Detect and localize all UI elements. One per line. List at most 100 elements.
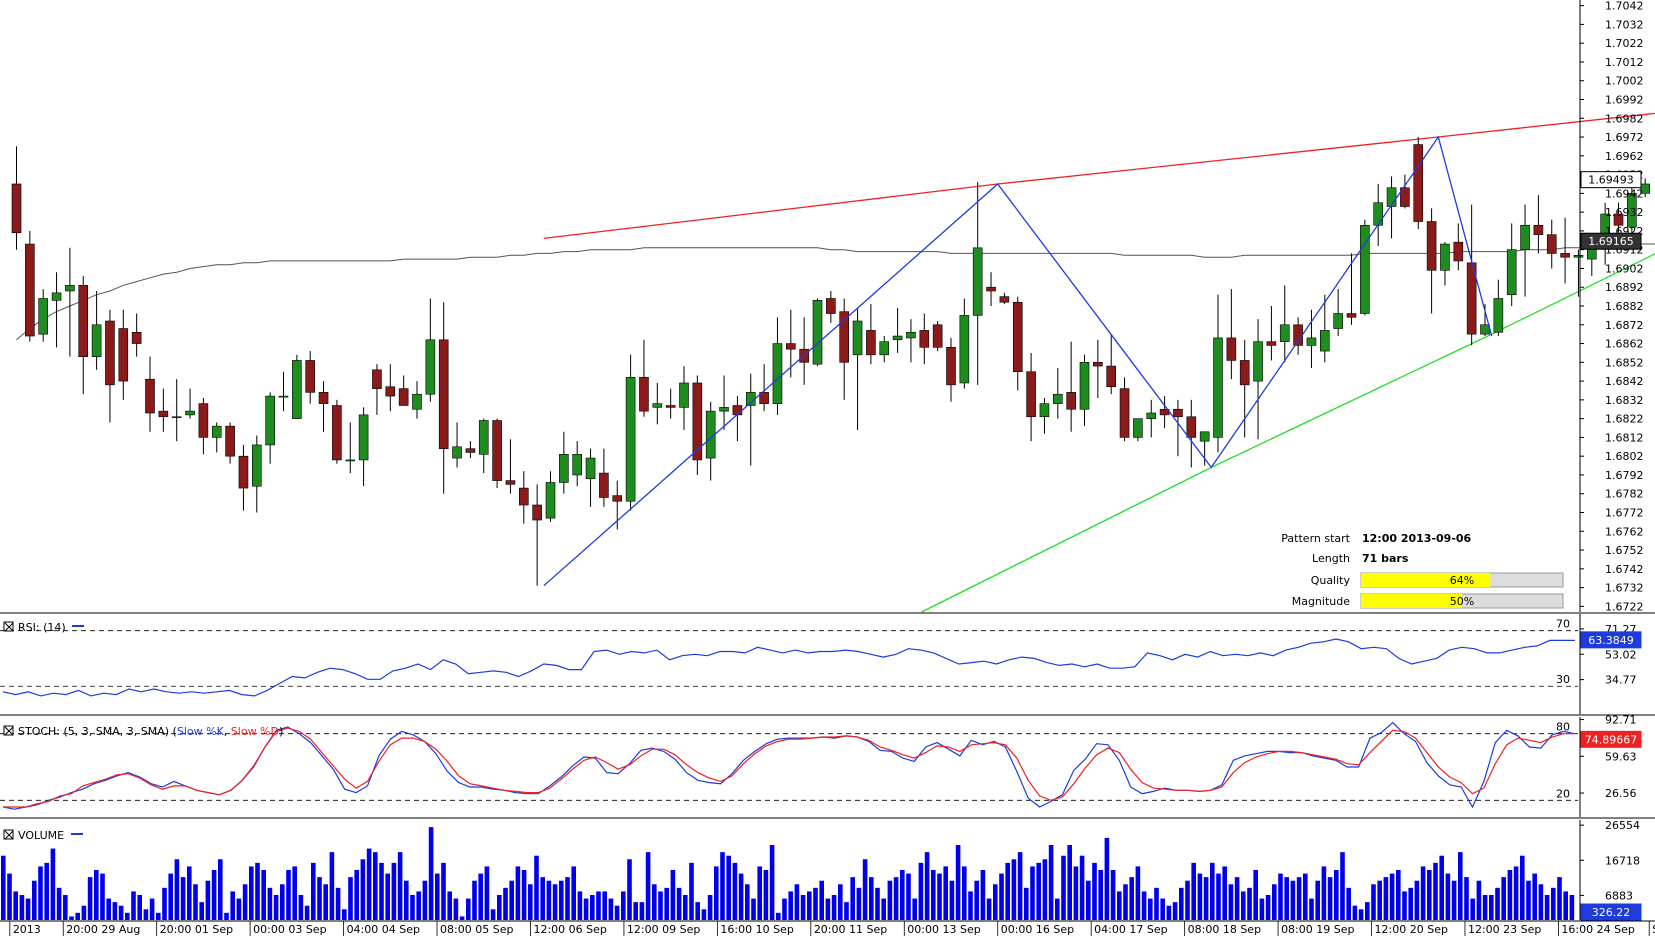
candle <box>1413 137 1424 230</box>
candle-body <box>1373 202 1383 226</box>
pattern-length-value: 71 bars <box>1362 552 1409 565</box>
volume-bar <box>1092 862 1097 920</box>
candle <box>665 388 676 419</box>
price-tick-label: 1.6762 <box>1605 525 1644 538</box>
candle <box>51 272 62 348</box>
volume-bar <box>974 880 979 920</box>
volume-bar <box>106 898 111 920</box>
volume-bar <box>87 877 93 920</box>
candle <box>1546 219 1557 269</box>
time-tick-label: 08:00 19 Sep <box>1281 923 1354 936</box>
volume-bar <box>1110 870 1116 920</box>
candle <box>211 422 222 453</box>
volume-bar <box>714 866 719 920</box>
volume-bar <box>745 884 750 920</box>
volume-bar <box>38 866 43 920</box>
volume-bar <box>273 895 279 920</box>
candle-body <box>1320 330 1330 352</box>
candle <box>866 304 876 365</box>
candle <box>545 471 556 522</box>
volume-bar <box>484 866 490 920</box>
volume-bar <box>329 852 335 920</box>
volume-bar <box>639 902 645 920</box>
volume-bar <box>1458 852 1463 920</box>
volume-bar <box>1228 884 1234 920</box>
candle <box>1066 341 1076 432</box>
candle-body <box>452 446 462 459</box>
volume-bar <box>286 870 291 920</box>
candle-body <box>785 343 796 350</box>
candle-body <box>1453 241 1464 262</box>
candle <box>946 337 956 402</box>
stoch-header[interactable]: STOCH: (5, 3, SMA, 3, SMA) (Slow %K, Slo… <box>3 725 283 738</box>
candle-body <box>225 425 235 457</box>
time-tick-label: 2013 <box>13 923 41 936</box>
volume-bar <box>1476 880 1482 920</box>
price-tick-label: 1.6722 <box>1605 600 1644 613</box>
candle-body <box>1613 213 1624 226</box>
volume-header[interactable]: VOLUME <box>3 829 83 842</box>
candle-body <box>211 425 222 438</box>
rsi-header[interactable]: RSI: (14) <box>3 621 84 634</box>
candle-body <box>1533 224 1544 235</box>
candle-body <box>238 455 249 489</box>
volume-bar <box>1538 884 1544 920</box>
volume-bar <box>1272 884 1277 920</box>
stoch-tick-label: 26.56 <box>1605 787 1637 800</box>
candle-body <box>345 459 356 462</box>
volume-bar <box>1408 887 1413 920</box>
volume-bar <box>1160 898 1165 920</box>
volume-bar <box>1470 898 1475 920</box>
volume-bar <box>1185 880 1190 920</box>
volume-bar <box>900 870 905 920</box>
volume-bar <box>918 862 924 920</box>
volume-bar <box>763 870 769 920</box>
candle-body <box>492 420 502 481</box>
candle-body <box>131 331 142 344</box>
candle <box>11 146 22 250</box>
volume-bar <box>838 884 843 920</box>
candle <box>1453 223 1464 271</box>
volume-bar <box>1352 905 1358 920</box>
candle <box>492 418 502 489</box>
price-tick-label: 1.6992 <box>1605 93 1644 106</box>
candle <box>1640 178 1650 198</box>
volume-bar <box>1005 862 1010 920</box>
rsi-tick-label: 34.77 <box>1605 674 1637 687</box>
volume-bar <box>1148 898 1153 920</box>
volume-bar <box>1433 862 1438 920</box>
volume-bar <box>342 909 347 920</box>
candle <box>158 388 169 432</box>
volume-bar <box>1234 877 1240 920</box>
volume-bar <box>1340 852 1345 920</box>
volume-bar <box>397 852 403 920</box>
volume-bar <box>1334 870 1339 920</box>
candle-body <box>1253 341 1263 382</box>
volume-bar <box>906 873 911 920</box>
volume-bar <box>565 877 570 920</box>
volume-bar <box>1011 859 1017 920</box>
volume-bar <box>856 887 862 920</box>
candle-body <box>1173 408 1183 418</box>
volume-bar <box>94 870 99 920</box>
ma-value-badge-box <box>1580 232 1642 250</box>
candle <box>1039 397 1050 434</box>
rsi-collapse-icon-mark <box>4 622 14 632</box>
volume-bar <box>1520 855 1525 920</box>
volume-bar <box>738 873 744 920</box>
time-tick-label: 12:00 09 Sep <box>627 923 700 936</box>
volume-bar <box>410 895 415 920</box>
volume-bar <box>1141 891 1147 920</box>
candle-body <box>572 454 583 476</box>
volume-bar <box>1346 887 1351 920</box>
candle-body <box>171 416 182 419</box>
volume-bar <box>1210 862 1215 920</box>
candle <box>625 354 636 511</box>
volume-bar <box>1079 855 1085 920</box>
magnitude-value: 50% <box>1450 595 1474 608</box>
candle <box>719 375 729 430</box>
volume-bar <box>280 884 285 920</box>
candle-body <box>839 311 850 363</box>
candle <box>1360 219 1370 316</box>
volume-last-value-badge-box <box>1580 903 1642 921</box>
